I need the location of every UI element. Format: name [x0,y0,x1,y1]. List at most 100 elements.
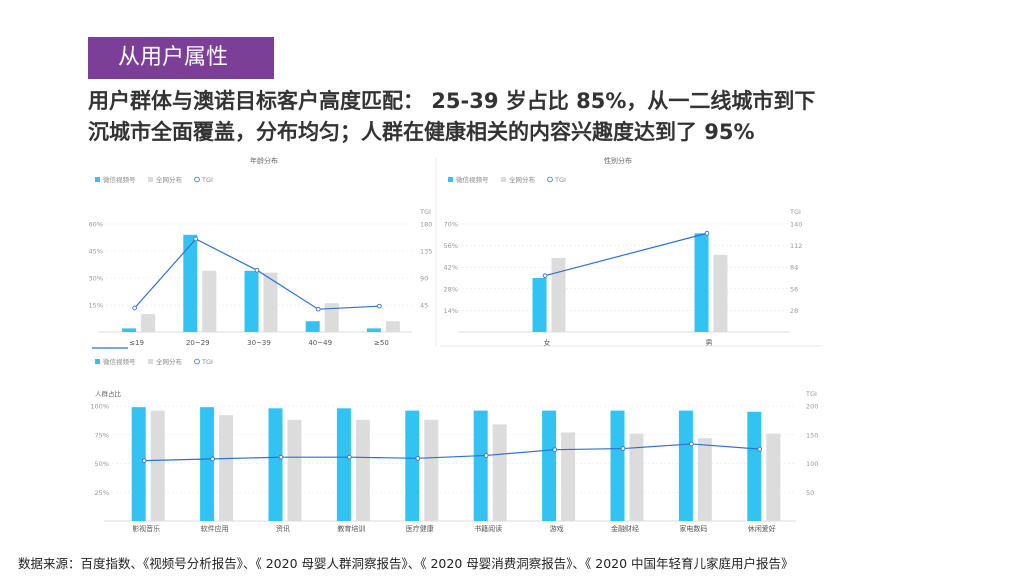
interest-category-label-4: 医疗健康 [406,524,434,533]
interest-ytick-label: 100% [90,403,109,411]
age-legend-label-1: 微信视频号 [103,175,136,184]
gender-ytick-label: 42% [444,264,458,272]
interest-category-label-5: 书籍阅读 [474,524,502,533]
age-y2-label: TGI [419,208,431,216]
interest-bar-series2-8 [697,438,712,521]
age-ytick-label: 15% [89,302,103,310]
interest-legend-swatch-1 [95,359,100,364]
interest-bar-series1-3 [336,408,351,521]
interest-tgi-point-6 [552,447,557,453]
gender-legend-swatch-tgi [547,176,553,183]
gender-legend-label-1: 微信视频号 [456,175,489,184]
age-y2tick-label: 45 [420,302,428,310]
age-ytick-label: 30% [89,275,103,283]
age-y2tick-label: 180 [420,221,432,229]
interest-bar-series1-0 [131,407,146,521]
age-category-label-3: 40~49 [308,339,332,347]
age-bar-series1-0 [122,328,137,332]
interest-bar-series2-0 [150,410,165,521]
gender-tgi-point-0 [542,273,548,279]
interest-y2tick-label: 200 [806,403,818,411]
age-legend-swatch-2 [148,177,153,182]
headline-line-1: 用户群体与澳诺目标客户高度匹配： 25-39 岁占比 85%，从一二线城市到下 [88,89,816,113]
interest-bar-series1-9 [747,411,762,521]
gender-legend-label-2: 全网分布 [509,175,536,184]
headline: 用户群体与澳诺目标客户高度匹配： 25-39 岁占比 85%，从一二线城市到下 … [88,86,968,148]
age-ytick-label: 45% [89,248,103,256]
interest-legend-label-3: TGI [201,358,213,366]
interest-category-label-7: 金融财经 [611,524,639,533]
interest-category-label-3: 教育培训 [337,524,365,533]
gender-bar-series2-0 [551,257,566,332]
age-bar-series2-3 [324,303,339,332]
interest-bar-series2-3 [355,419,370,521]
interest-bar-series2-4 [424,419,439,521]
interest-tgi-point-2 [278,454,284,460]
age-bar-series2-1 [202,270,217,332]
interest-category-label-6: 游戏 [550,524,564,533]
interest-legend-swatch-tgi [194,358,200,365]
age-ytick-label: 60% [89,221,103,229]
interest-bar-series2-1 [219,415,234,521]
interest-bar-series2-2 [287,419,302,521]
gender-bar-series2-1 [713,254,728,332]
gender-legend-swatch-1 [448,177,453,182]
age-tgi-point-3 [315,306,321,312]
gender-category-label-0: 女 [544,338,551,347]
interest-category-label-8: 家电数码 [679,524,707,533]
interest-y2tick-label: 100 [806,460,818,468]
gender-y2tick-label: 56 [790,285,798,293]
interest-bar-series2-9 [766,433,781,521]
gender-y2-label: TGI [789,208,801,216]
age-tgi-point-4 [377,303,382,309]
interest-bar-series2-7 [629,433,644,521]
gender-tgi-line [544,232,708,277]
interest-tgi-point-4 [415,455,421,461]
interest-tgi-point-1 [210,456,215,462]
age-legend-swatch-tgi [194,176,200,183]
gender-legend-label-3: TGI [554,176,566,184]
source-note: 数据来源：百度指数、《视频号分析报告》、《 2020 母婴人群洞察报告》、《 2… [18,556,794,571]
age-tgi-point-1 [193,236,199,242]
interest-bar-series1-1 [200,407,215,521]
interest-ytick-label: 25% [95,489,109,497]
interest-bar-series1-7 [610,410,625,521]
gender-tgi-point-1 [704,230,710,236]
gender-legend-swatch-2 [501,177,506,182]
interest-ytick-label: 50% [95,460,109,468]
gender-y2tick-label: 84 [790,264,798,272]
gender-ytick-label: 14% [444,307,458,315]
interest-tgi-point-7 [620,446,626,451]
interest-tgi-point-0 [141,458,147,463]
age-bar-series1-4 [366,328,381,332]
interest-bar-series2-6 [561,432,576,521]
age-legend-label-2: 全网分布 [156,175,183,184]
section-tag: 从用户属性 [88,37,274,79]
age-tgi-point-2 [254,267,260,273]
interest-legend-label-2: 全网分布 [156,357,183,366]
age-legend-swatch-1 [95,177,100,182]
interest-bar-series1-2 [268,408,283,521]
age-bar-series2-4 [385,321,400,332]
age-y2tick-label: 90 [420,275,428,283]
age-category-label-2: 30~39 [247,339,271,347]
age-bar-series1-1 [183,234,198,332]
age-category-label-0: ≤19 [129,339,144,347]
interest-category-label-1: 软件应用 [201,524,229,533]
age-y2tick-label: 135 [420,248,432,256]
interest-tgi-point-3 [347,454,352,460]
interest-tgi-point-8 [689,441,694,447]
gender-ytick-label: 28% [444,285,458,293]
gender-title: 性别分布 [604,156,632,165]
interest-tgi-point-5 [483,453,489,458]
interest-category-label-2: 资讯 [276,524,290,533]
interest-ytick-label: 75% [95,431,109,439]
gender-y2tick-label: 112 [790,242,802,250]
gender-bar-series1-1 [694,233,709,332]
age-bar-series2-0 [141,314,156,332]
interest-legend-swatch-2 [148,359,153,364]
age-tgi-point-0 [132,305,137,311]
age-category-label-1: 20~29 [186,339,210,347]
gender-y2tick-label: 140 [790,221,802,229]
